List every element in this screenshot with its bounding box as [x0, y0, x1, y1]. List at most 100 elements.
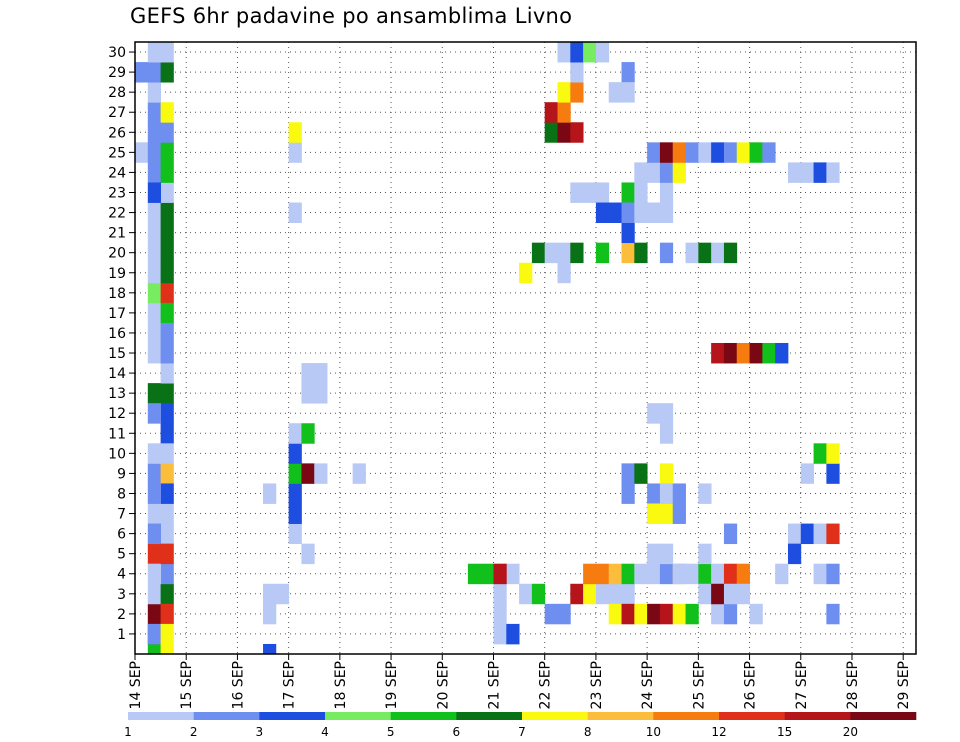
y-tick-label: 28: [108, 85, 126, 101]
x-tick-label: 25 SEP: [691, 661, 707, 709]
colorbar-label: 3: [256, 725, 264, 739]
y-tick-label: 20: [108, 246, 126, 262]
heatmap-cell: [672, 503, 686, 524]
y-tick-label: 6: [117, 527, 126, 543]
heatmap-cell: [147, 503, 162, 524]
heatmap-cell: [685, 563, 699, 585]
heatmap-cell: [570, 62, 584, 83]
heatmap-cell: [621, 82, 635, 103]
heatmap-cell: [826, 162, 840, 183]
heatmap-cell: [135, 62, 149, 83]
y-tick-label: 26: [108, 125, 126, 141]
y-tick-label: 10: [108, 446, 126, 462]
heatmap-cell: [800, 523, 814, 545]
heatmap-cell: [531, 242, 546, 264]
heatmap-cell: [519, 583, 533, 605]
heatmap-cell: [595, 42, 610, 63]
heatmap-cell: [659, 603, 674, 625]
heatmap-cell: [813, 523, 827, 545]
heatmap-cell: [659, 202, 674, 223]
heatmap-cell: [672, 603, 686, 625]
heatmap-cell: [288, 463, 302, 484]
heatmap-cell: [557, 603, 571, 625]
heatmap-cell: [634, 603, 648, 625]
heatmap-cell: [160, 282, 174, 304]
heatmap-cell: [147, 543, 162, 565]
data-cells: [135, 42, 840, 655]
colorbar-swatch: [259, 712, 326, 720]
colorbar-label: 6: [453, 725, 461, 739]
heatmap-cell: [711, 583, 725, 605]
heatmap-cell: [698, 543, 712, 565]
colorbar-label: 5: [387, 725, 395, 739]
heatmap-cell: [749, 142, 763, 163]
colorbar: 1 2 3 4 5 6 7 8 10 12 15 20: [124, 712, 917, 739]
heatmap-cell: [544, 242, 558, 264]
heatmap-cell: [634, 463, 648, 484]
heatmap-cell: [711, 563, 725, 585]
heatmap-cell: [467, 563, 482, 585]
colorbar-label: 2: [190, 725, 198, 739]
heatmap-cell: [160, 583, 174, 605]
heatmap-cell: [147, 102, 162, 123]
y-tick-label: 1: [117, 627, 126, 643]
heatmap-cell: [288, 523, 302, 545]
colorbar-swatch: [587, 712, 654, 720]
heatmap-cell: [647, 503, 661, 524]
heatmap-cell: [506, 563, 520, 585]
heatmap-cell: [557, 242, 571, 264]
heatmap-cell: [826, 563, 840, 585]
heatmap-cell: [160, 302, 174, 324]
colorbar-swatch: [850, 712, 917, 720]
heatmap-cell: [813, 563, 827, 585]
heatmap-cell: [301, 543, 315, 565]
heatmap-cell: [749, 603, 763, 625]
heatmap-cell: [480, 563, 494, 585]
heatmap-cell: [147, 82, 162, 103]
heatmap-cell: [557, 82, 571, 103]
heatmap-cell: [147, 302, 162, 324]
heatmap-cell: [135, 142, 149, 163]
x-tick-label: 17 SEP: [282, 661, 298, 709]
heatmap-cell: [659, 242, 674, 264]
colorbar-label: 7: [518, 725, 526, 739]
heatmap-cell: [263, 583, 277, 605]
heatmap-cell: [160, 102, 174, 123]
heatmap-cell: [723, 142, 738, 163]
heatmap-cell: [544, 603, 558, 625]
heatmap-cell: [672, 142, 686, 163]
heatmap-cell: [314, 383, 328, 404]
heatmap-cell: [583, 182, 597, 203]
heatmap-cell: [647, 543, 661, 565]
x-axis: 14 SEP 15 SEP 16 SEP 17 SEP 18 SEP 19 SEP 20 S…: [128, 654, 912, 709]
x-tick-label: 16 SEP: [230, 661, 246, 709]
y-tick-label: 24: [108, 165, 126, 181]
heatmap-cell: [160, 182, 174, 203]
x-tick-label: 19 SEP: [384, 661, 400, 709]
heatmap-cell: [147, 443, 162, 464]
y-tick-label: 11: [108, 426, 126, 442]
heatmap-cell: [647, 202, 661, 223]
heatmap-cell: [621, 483, 635, 504]
colorbar-label: 8: [584, 725, 592, 739]
heatmap-cell: [723, 563, 738, 585]
heatmap-cell: [787, 523, 802, 545]
heatmap-cell: [736, 563, 750, 585]
x-tick-label: 18 SEP: [333, 661, 349, 709]
heatmap-cell: [301, 363, 315, 384]
heatmap-cell: [621, 62, 635, 83]
heatmap-cell: [659, 463, 674, 484]
y-tick-label: 15: [108, 346, 126, 362]
heatmap-cell: [711, 242, 725, 264]
heatmap-cell: [147, 282, 162, 304]
heatmap-cell: [288, 503, 302, 524]
heatmap-cell: [672, 483, 686, 504]
heatmap-cell: [147, 182, 162, 203]
heatmap-cell: [557, 262, 571, 284]
heatmap-cell: [685, 603, 699, 625]
heatmap-cell: [826, 523, 840, 545]
y-tick-label: 4: [117, 567, 126, 583]
heatmap-cell: [570, 583, 584, 605]
heatmap-cell: [147, 463, 162, 484]
y-tick-label: 9: [117, 466, 126, 482]
